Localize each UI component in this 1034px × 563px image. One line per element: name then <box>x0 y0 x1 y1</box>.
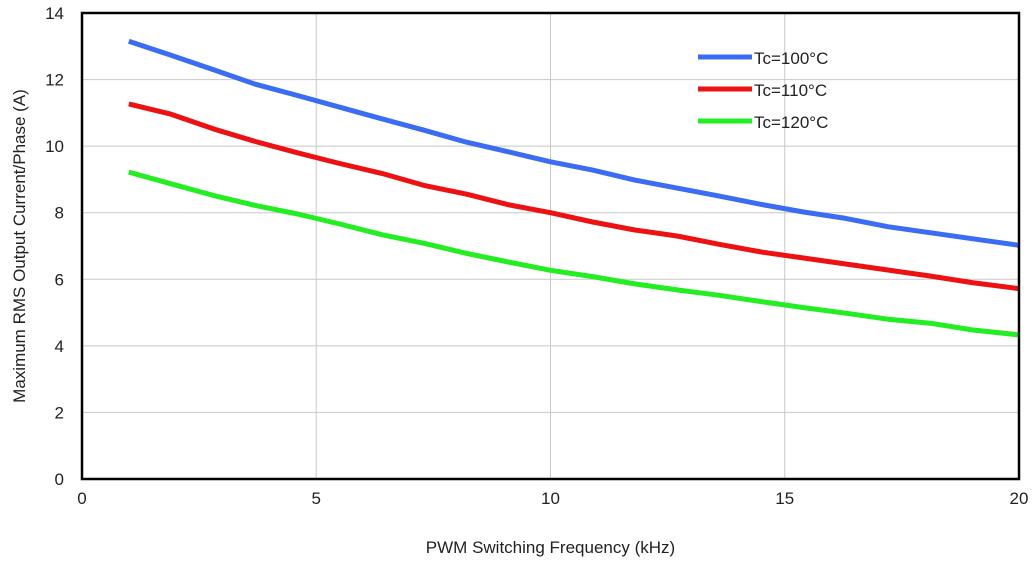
grid-lines <box>82 13 1019 479</box>
y-axis-title: Maximum RMS Output Current/Phase (A) <box>10 89 29 403</box>
x-tick-label: 20 <box>1010 489 1029 508</box>
series-line <box>128 169 1020 338</box>
x-tick-label: 10 <box>541 489 560 508</box>
x-tick-label: 15 <box>775 489 794 508</box>
y-tick-label: 10 <box>45 137 64 156</box>
y-tick-label: 12 <box>45 71 64 90</box>
series-2 <box>128 101 1020 292</box>
y-tick-label: 6 <box>55 270 64 289</box>
series-line <box>128 38 1020 248</box>
series-line <box>128 101 1020 292</box>
y-tick-label: 4 <box>55 337 64 356</box>
legend-label: Tc=110°C <box>754 81 827 100</box>
series-lines <box>128 38 1020 338</box>
series-1 <box>128 38 1020 248</box>
legend-label: Tc=100°C <box>754 49 828 68</box>
y-tick-label: 14 <box>45 4 64 23</box>
x-tick-label: 5 <box>312 489 321 508</box>
legend-item: Tc=100°C <box>698 49 828 68</box>
legend-item: Tc=110°C <box>698 81 827 100</box>
y-axis-tick-labels: 0 2 4 6 8 10 12 14 <box>45 4 64 489</box>
legend-item: Tc=120°C <box>698 113 828 132</box>
y-tick-label: 8 <box>55 204 64 223</box>
plot-area-border <box>80 11 1021 481</box>
series-3 <box>128 169 1020 338</box>
x-axis-tick-labels: 0 5 10 15 20 <box>77 489 1028 508</box>
y-tick-label: 0 <box>55 470 64 489</box>
legend: Tc=100°C Tc=110°C Tc=120°C <box>698 49 828 132</box>
x-axis-title: PWM Switching Frequency (kHz) <box>426 538 675 557</box>
legend-label: Tc=120°C <box>754 113 828 132</box>
x-tick-label: 0 <box>77 489 86 508</box>
y-tick-label: 2 <box>55 403 64 422</box>
